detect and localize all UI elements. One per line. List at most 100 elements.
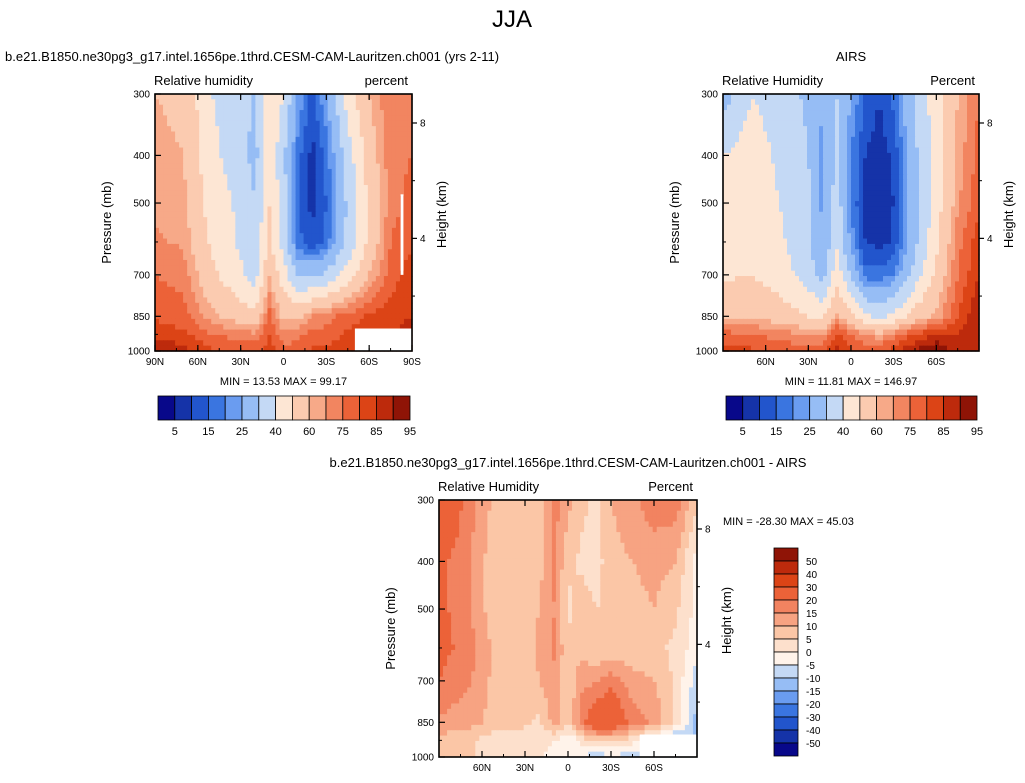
heatmap-cell [331,334,337,341]
heatmap-cell [739,222,744,229]
heatmap-cell [335,195,341,202]
heatmap-cell [159,340,164,347]
heatmap-cell [307,297,313,304]
heatmap-cell [203,259,208,266]
heatmap-cell [919,147,924,154]
heatmap-cell [759,195,764,202]
heatmap-cell [351,249,357,256]
heatmap-cell [839,217,844,224]
heatmap-cell [211,142,216,149]
heatmap-cell [347,126,353,133]
heatmap-cell [303,286,309,293]
heatmap-cell [775,233,780,240]
heatmap-cell [771,185,776,191]
heatmap-cell [247,329,252,336]
heatmap-cell [351,308,357,315]
heatmap-cell [223,168,228,175]
heatmap-cell [271,313,277,320]
heatmap-cell [347,276,353,282]
heatmap-cell [203,158,208,165]
heatmap-cell [875,238,880,245]
heatmap-cell [215,308,220,315]
heatmap-cell [247,104,252,111]
heatmap-cell [323,110,329,117]
heatmap-cell [915,238,920,245]
heatmap-cell [871,201,876,208]
heatmap-cell [375,308,381,315]
heatmap-cell [759,126,764,133]
heatmap-cell [775,243,780,250]
heatmap-cell [895,152,900,159]
heatmap-cell [803,158,808,165]
heatmap-cell [843,243,848,250]
heatmap-cell [267,158,273,165]
heatmap-cell [291,292,297,299]
heatmap-cell [735,158,740,165]
heatmap-cell [351,217,357,224]
heatmap-cell [867,104,872,111]
heatmap-cell [175,345,180,352]
heatmap-cell [243,302,248,309]
heatmap-cell [339,324,345,331]
heatmap-cell [203,238,208,245]
heatmap-cell [403,115,409,122]
heatmap-cell [339,318,345,325]
heatmap-cell [231,286,236,293]
heatmap-cell [343,324,349,331]
heatmap-cell [291,115,297,122]
heatmap-cell [323,152,329,159]
heatmap-cell [311,94,317,100]
heatmap-cell [799,185,804,191]
heatmap-cell [939,179,944,186]
heatmap-cell [375,110,381,117]
heatmap-cell [391,276,397,282]
heatmap-cell [239,195,244,202]
heatmap-cell [387,265,393,272]
heatmap-cell [271,222,277,229]
heatmap-cell [171,185,176,191]
heatmap-cell [787,233,792,240]
heatmap-cell [191,195,196,202]
heatmap-cell [967,227,972,234]
heatmap-cell [219,281,224,288]
heatmap-cell [763,233,768,240]
heatmap-cell [319,142,325,149]
heatmap-cell [915,131,920,138]
heatmap-cell [963,190,968,197]
heatmap-cell [291,136,297,143]
heatmap-cell [379,174,385,181]
heatmap-cell [259,158,265,165]
heatmap-cell [387,286,393,293]
heatmap-cell [251,276,256,282]
heatmap-cell [387,174,393,181]
heatmap-cell [883,115,888,122]
heatmap-cell [783,104,788,111]
heatmap-cell [287,329,293,336]
heatmap-cell [867,168,872,175]
heatmap-cell [171,265,176,272]
heatmap-cell [231,302,236,309]
heatmap-cell [219,131,224,138]
heatmap-cell [751,104,756,111]
heatmap-cell [939,131,944,138]
heatmap-cell [319,308,325,315]
heatmap-cell [871,168,876,175]
heatmap-cell [307,254,313,261]
heatmap-cell [187,265,192,272]
heatmap-cell [955,115,960,122]
heatmap-cell [971,174,976,181]
heatmap-cell [375,195,381,202]
heatmap-cell [239,152,244,159]
heatmap-cell [195,142,200,149]
heatmap-cell [259,308,265,315]
heatmap-cell [347,227,353,234]
heatmap-cell [355,238,361,245]
heatmap-cell [803,136,808,143]
heatmap-cell [235,324,240,331]
heatmap-cell [755,152,760,159]
heatmap-cell [167,131,172,138]
heatmap-cell [239,190,244,197]
heatmap-cell [771,104,776,111]
heatmap-cell [947,222,952,229]
heatmap-cell [191,190,196,197]
